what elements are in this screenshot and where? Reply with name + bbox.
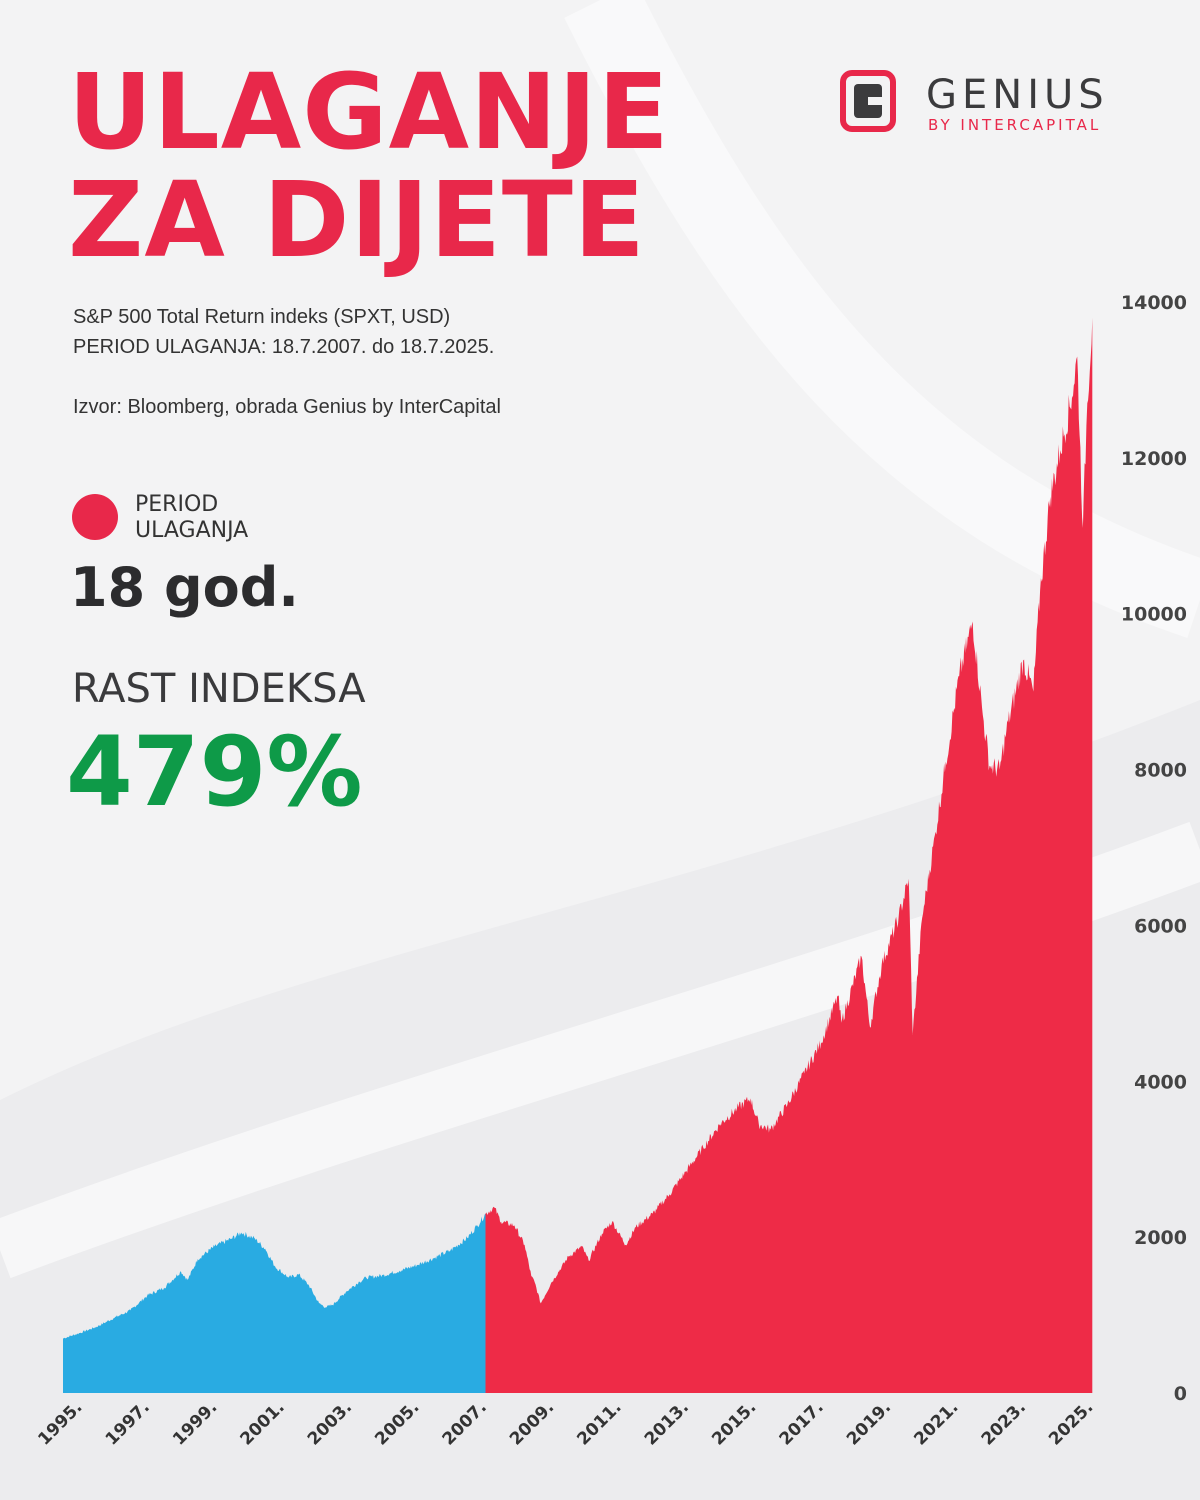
data-source: Izvor: Bloomberg, obrada Genius by Inter… [73, 396, 501, 418]
y-tick-label: 4000 [1134, 1071, 1187, 1093]
index-description: S&P 500 Total Return indeks (SPXT, USD) [73, 306, 451, 328]
x-tick-label: 2007. [439, 1397, 491, 1449]
genius-logo-icon [840, 70, 896, 132]
x-tick-label: 2009. [506, 1397, 558, 1449]
x-tick-label: 1995. [34, 1397, 86, 1449]
x-tick-label: 2003. [304, 1397, 356, 1449]
y-tick-label: 6000 [1134, 915, 1187, 937]
period-dot-icon [72, 494, 118, 540]
x-tick-label: 2019. [843, 1397, 895, 1449]
y-tick-label: 10000 [1121, 604, 1187, 626]
investment-period: PERIOD ULAGANJA: 18.7.2007. do 18.7.2025… [73, 336, 495, 358]
title-line-1: ULAGANJE [68, 51, 670, 173]
x-tick-label: 2015. [708, 1397, 760, 1449]
x-tick-label: 2025. [1045, 1397, 1097, 1449]
chart-areas [63, 317, 1093, 1394]
x-tick-label: 1999. [169, 1397, 221, 1449]
y-tick-label: 12000 [1121, 448, 1187, 470]
period-label-line-2: ULAGANJA [135, 518, 249, 543]
chart-info: S&P 500 Total Return indeks (SPXT, USD) … [73, 302, 501, 422]
growth-value: 479% [66, 716, 363, 828]
x-tick-label: 2011. [573, 1397, 625, 1449]
y-tick-label: 8000 [1134, 760, 1187, 782]
area-series-1 [63, 1213, 486, 1393]
x-tick-label: 2005. [371, 1397, 423, 1449]
x-tick-label: 2017. [776, 1397, 828, 1449]
y-tick-label: 2000 [1134, 1227, 1187, 1249]
x-tick-label: 2023. [978, 1397, 1030, 1449]
period-value: 18 god. [70, 556, 299, 619]
y-tick-label: 0 [1174, 1383, 1187, 1405]
growth-label: RAST INDEKSA [72, 666, 366, 712]
genius-logo: GENIUS BY INTERCAPITAL [840, 70, 1140, 134]
brand-name: GENIUS [926, 72, 1109, 118]
brand-tagline: BY INTERCAPITAL [928, 116, 1102, 134]
x-axis: 1995. 1997. 1999. 2001. 2003. 2005. 2007. 2009.… [34, 1397, 1097, 1449]
x-tick-label: 2001. [237, 1397, 289, 1449]
x-tick-label: 2013. [641, 1397, 693, 1449]
area-series-2 [485, 317, 1093, 1394]
period-label-line-1: PERIOD [135, 492, 219, 517]
x-tick-label: 1997. [102, 1397, 154, 1449]
title-line-2: ZA DIJETE [68, 159, 646, 281]
y-axis: 0 2000 4000 6000 8000 10000 12000 14000 [1121, 292, 1187, 1405]
page-title: ULAGANJE ZA DIJETE [68, 58, 670, 274]
x-tick-label: 2021. [910, 1397, 962, 1449]
period-label: PERIOD ULAGANJA [135, 492, 248, 544]
y-tick-label: 14000 [1121, 292, 1187, 314]
